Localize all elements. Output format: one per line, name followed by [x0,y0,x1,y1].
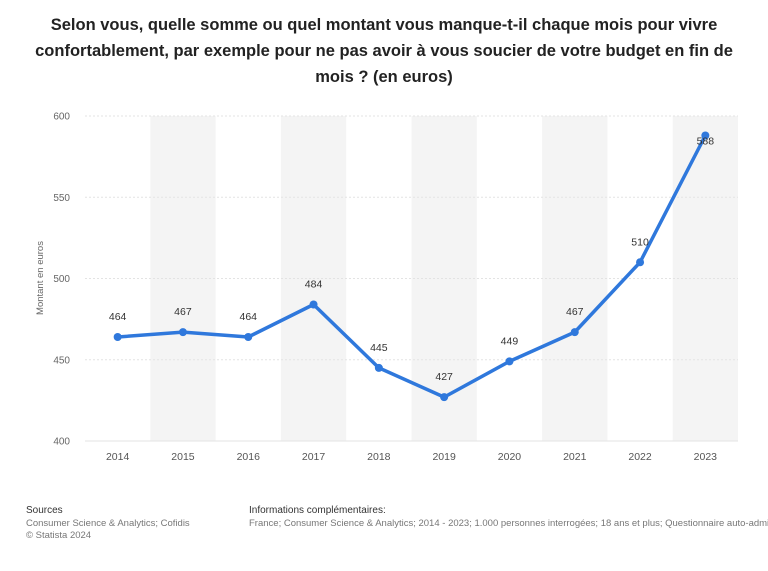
data-point-2021[interactable] [570,328,579,337]
info-heading: Informations complémentaires: [249,505,386,516]
copyright-text: © Statista 2024 [26,530,92,541]
x-tick-label-2015: 2015 [171,451,195,463]
y-tick-label-400: 400 [53,437,70,448]
data-point-2020[interactable] [505,357,514,366]
data-point-2018[interactable] [374,363,383,372]
data-label-2020: 449 [501,335,519,347]
data-point-2016[interactable] [244,333,253,341]
info-text: France; Consumer Science & Analytics; 20… [249,517,768,529]
data-label-2015: 467 [174,306,192,318]
x-tick-label-2021: 2021 [563,451,587,463]
x-tick-label-2016: 2016 [237,451,261,463]
x-tick-label-2017: 2017 [302,451,326,463]
data-point-2023[interactable] [701,131,710,140]
y-tick-label-550: 550 [53,193,70,204]
data-label-2019: 427 [435,371,453,383]
sources-heading: Sources [26,505,63,516]
data-label-2018: 445 [370,342,388,354]
data-label-2021: 467 [566,306,584,318]
data-point-2015[interactable] [178,328,187,337]
x-axis-ticks: 2014 2015 2016 2017 2018 2019 2020 2021 2022 2023 [106,451,717,463]
series-line-group [113,131,710,402]
chart-title: Selon vous, quelle somme ou quel montant… [35,16,733,86]
data-point-2019[interactable] [440,393,449,402]
x-tick-label-2023: 2023 [694,451,718,463]
data-label-2022: 510 [631,236,649,248]
x-tick-label-2020: 2020 [498,451,522,463]
data-label-2016: 464 [239,311,257,323]
data-label-2023: 588 [697,136,715,148]
footer-sources: Sources Consumer Science & Analytics; Co… [26,505,190,543]
series-line [115,133,708,399]
data-label-2014: 464 [109,311,127,323]
y-tick-label-600: 600 [53,112,70,123]
y-tick-label-500: 500 [53,274,70,285]
x-tick-label-2018: 2018 [367,451,391,463]
data-label-2017: 484 [305,279,323,291]
x-tick-label-2014: 2014 [106,451,130,463]
x-tick-label-2019: 2019 [432,451,456,463]
y-axis-ticks: 400 450 500 550 600 [53,112,70,448]
data-labels: 464 467 464 484 445 427 449 467 510 588 [109,136,714,384]
data-point-2022[interactable] [636,258,645,267]
x-tick-label-2022: 2022 [628,451,652,463]
data-point-2014[interactable] [113,333,122,341]
sources-text[interactable]: Consumer Science & Analytics; Cofidis [26,517,190,529]
gridlines [85,115,738,442]
footer-info: Informations complémentaires: France; Co… [249,505,768,530]
y-tick-label-450: 450 [53,355,70,366]
y-axis-label: Montant en euros [35,241,46,315]
line-chart: 400 450 500 550 600 2014 2015 2016 2017 2018 2019… [35,112,738,463]
data-point-2017[interactable] [309,300,318,309]
